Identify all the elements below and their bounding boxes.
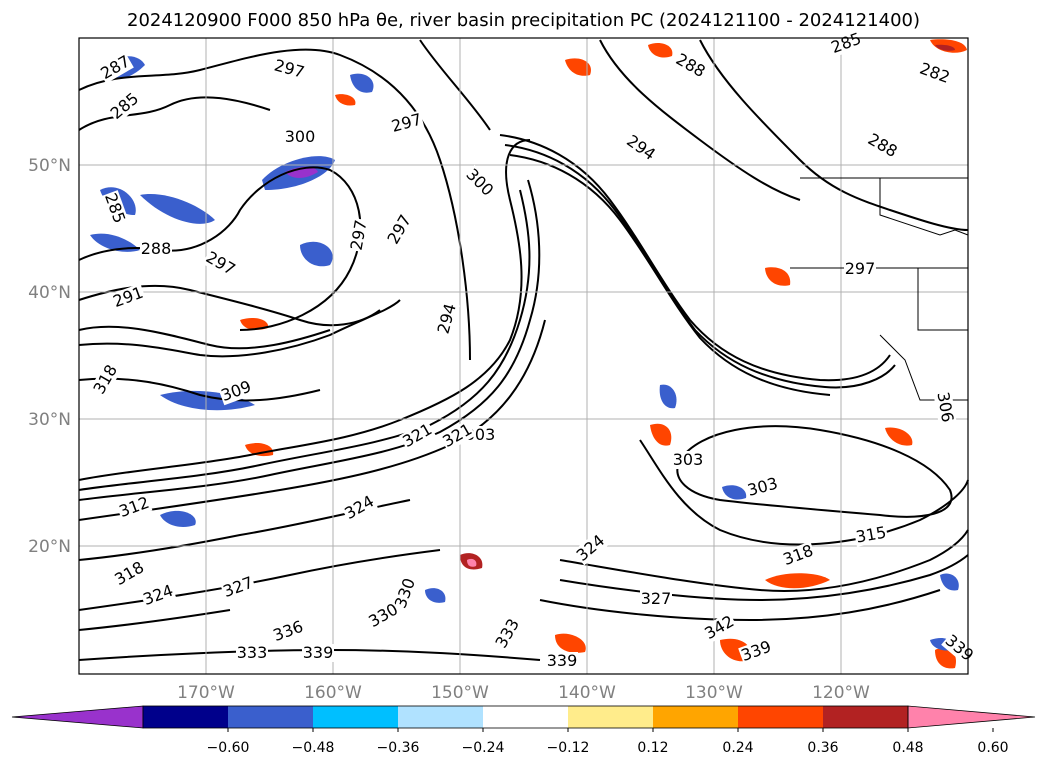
colorbar-swatch [228,706,313,728]
colorbar-extend-min [11,705,144,729]
contour-label: 303 [673,450,704,469]
contour-label-background [140,581,177,610]
contour-label-background [916,59,953,88]
contour-label-background [116,493,153,522]
colorbar-extend-max [907,705,1036,729]
contour-label: 300 [285,127,316,146]
colorbar-swatch [823,706,908,728]
contour-label-background [218,377,255,406]
contour-label-background [828,29,865,58]
contour-label-background [572,530,609,566]
contour-label-background [347,217,371,253]
contour-label-background [365,599,402,632]
contour-label: 339 [303,643,334,662]
lat-label: 30°N [28,410,71,430]
contour-label-background [864,129,901,162]
contour-label-background [140,240,172,258]
colorbar-swatch [568,706,653,728]
contour-label-background [388,110,425,137]
colorbar-tick-label: −0.36 [377,740,420,756]
colorbar-tick-label: 0.24 [722,740,753,756]
lon-label: 170°W [177,683,235,703]
contour-label-background [640,590,672,608]
contour-label-background [383,211,416,248]
contour-label-background [110,283,147,312]
contour-label-background [89,361,122,398]
coastlines [790,177,969,401]
contour-label-background [271,56,308,83]
contour-label-background [853,523,889,547]
lon-label: 120°W [812,683,870,703]
contour-label-background [341,491,378,524]
contour-label-background [780,541,817,570]
graticule [79,38,968,674]
contour-label: 339 [547,651,578,670]
map-title: 2024120900 F000 850 hPa θe, river basin … [127,10,920,31]
contour-label-background [701,611,738,644]
colorbar-tick-label: −0.24 [462,740,505,756]
colorbar-tick-label: 0.36 [807,740,838,756]
colorbar-swatch [313,706,398,728]
colorbar-tick-label: −0.48 [292,740,335,756]
lat-label: 40°N [28,283,71,303]
contour-label-background [744,474,781,501]
contour-label: 297 [845,259,876,278]
contour-label-background [302,644,334,662]
colorbar-swatch [738,706,823,728]
lon-label: 150°W [431,683,489,703]
contour-label-background [844,260,876,278]
contour-label-background [738,637,775,666]
contour-label-background [672,451,704,469]
colorbar-swatch [483,706,568,728]
contour-label: 288 [141,239,172,258]
contour-label-background [111,557,148,590]
contour-label: 327 [641,589,672,608]
colorbar-tick-label: −0.60 [207,740,250,756]
colorbar-tick-label: −0.12 [547,740,590,756]
contour-label-background [461,164,498,201]
contour-label-background [434,300,461,337]
colorbar-tick-label: 0.60 [977,740,1008,756]
map-frame [78,37,969,675]
colorbar-swatch [398,706,483,728]
colorbar-swatch [653,706,738,728]
lon-label: 130°W [685,683,743,703]
contour-label-background [97,51,134,84]
contour-label-background [491,615,524,652]
contour-label: 333 [237,643,268,662]
contour-label-background [439,419,476,452]
contour-label-background [622,131,660,165]
lat-label: 50°N [28,156,71,176]
lon-label: 140°W [558,683,616,703]
contour-label-background [100,190,129,227]
contour-label-background [391,575,420,612]
contour-label-background [220,573,257,602]
contour-label-background [672,49,709,82]
lon-label: 160°W [304,683,362,703]
colorbar-tick-label: 0.48 [892,740,923,756]
colorbar-outline [142,705,909,729]
contour-label-background [202,247,239,280]
colorbar-swatch [143,706,228,728]
lat-label: 20°N [28,537,71,557]
contour-label-background [270,617,307,646]
colorbar: −0.60 −0.48 −0.36 −0.24 −0.12 0.12 0.24 0.36 0.4… [11,705,1036,756]
contour-label-background [399,419,436,452]
colorbar-tick-label: 0.12 [637,740,668,756]
contour-label-background [236,644,268,662]
contour-label-background [106,88,143,124]
contour-label-background [546,652,578,670]
contour-label-background [284,128,316,146]
contour-label-background [933,389,957,425]
